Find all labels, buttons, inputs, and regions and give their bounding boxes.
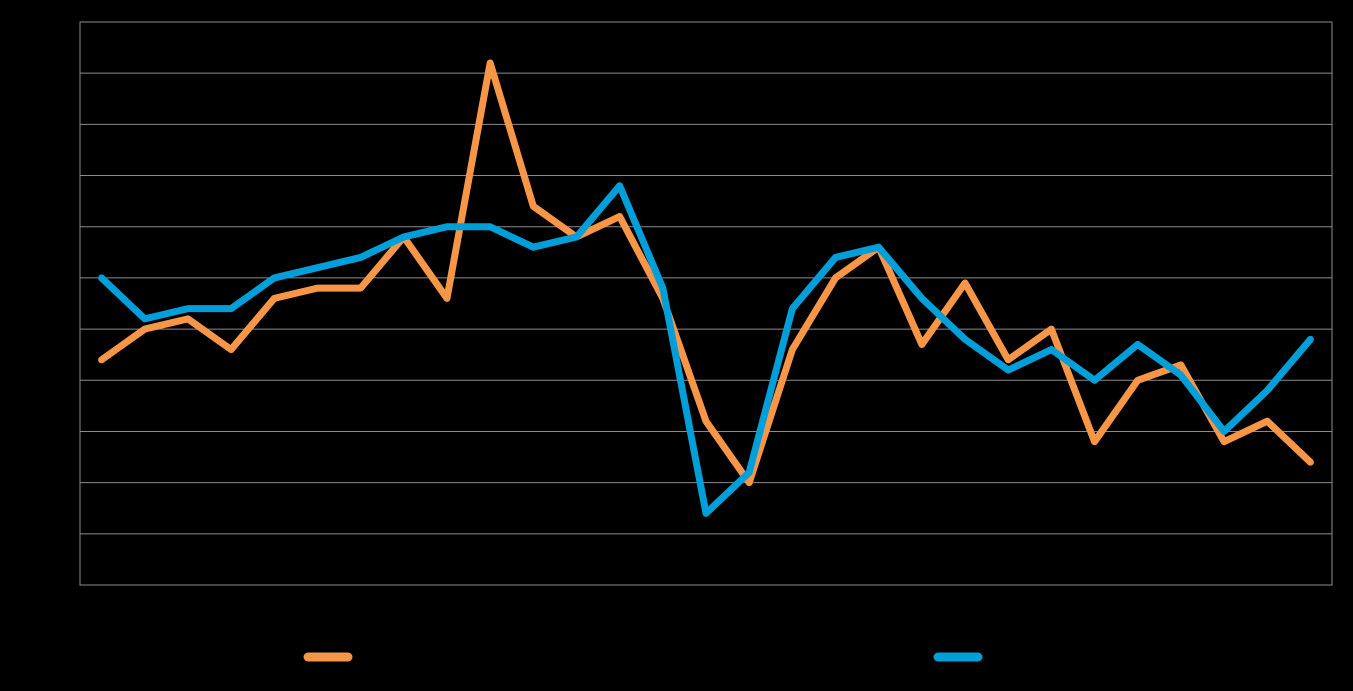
line-series (98, 59, 1314, 487)
line-series (98, 182, 1314, 517)
